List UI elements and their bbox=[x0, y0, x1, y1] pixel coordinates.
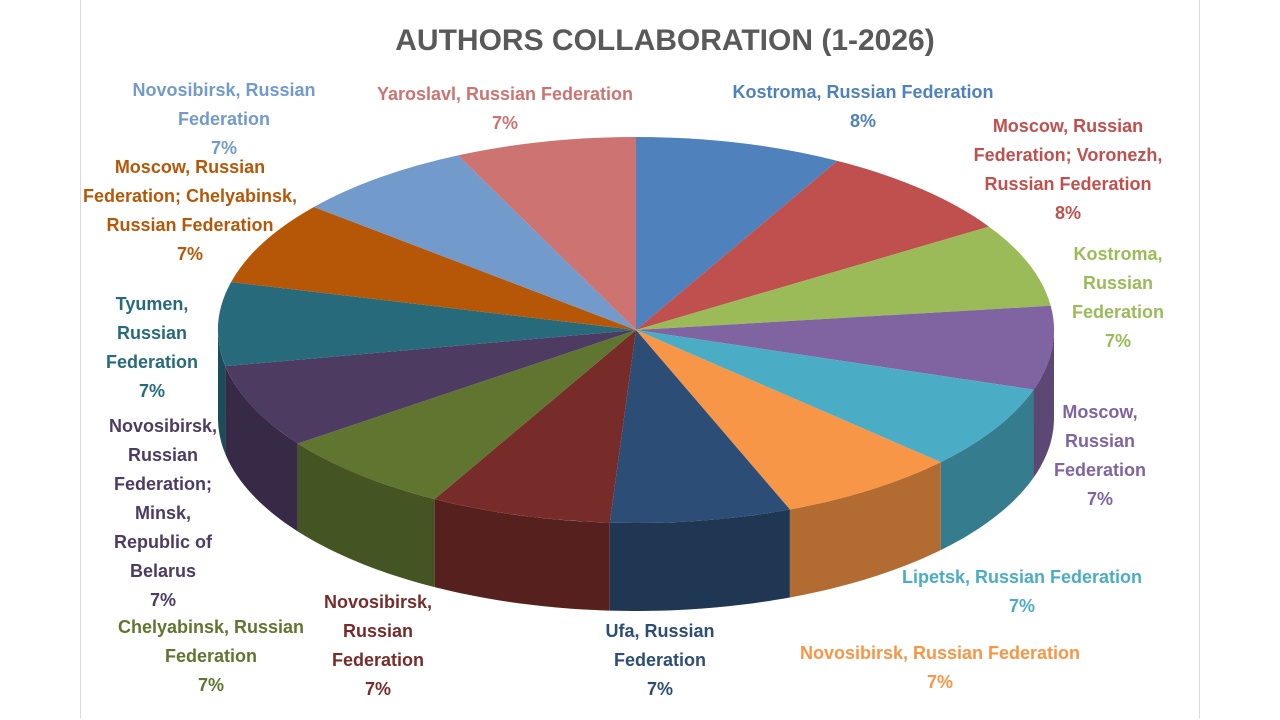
value-label: 7% bbox=[210, 138, 237, 158]
pie-slice-side bbox=[225, 366, 298, 532]
value-label: 7% bbox=[1008, 596, 1035, 616]
category-label: Ufa, Russian Federation bbox=[605, 621, 715, 670]
pie-slice bbox=[636, 305, 1054, 390]
category-label: Novosibirsk, Russian Federation bbox=[132, 80, 316, 129]
pie-slice bbox=[313, 155, 636, 330]
pie-slice bbox=[636, 160, 989, 330]
category-label: Novosibirsk, Russian Federation; Minsk, … bbox=[108, 416, 218, 581]
category-label: Yaroslavl, Russian Federation bbox=[376, 84, 634, 104]
pie-slice bbox=[297, 330, 636, 500]
slice-label: Novosibirsk, Russian Federation 7% bbox=[313, 588, 443, 704]
slice-label: Tyumen, Russian Federation 7% bbox=[92, 290, 212, 406]
pie-slice bbox=[636, 137, 838, 330]
pie-slice-side bbox=[297, 443, 435, 588]
pie-slice bbox=[218, 282, 636, 367]
pie-slice bbox=[609, 330, 790, 523]
slice-label: Yaroslavl, Russian Federation 7% bbox=[355, 80, 655, 138]
pie-slice-side bbox=[940, 389, 1034, 551]
category-label: Chelyabinsk, Russian Federation bbox=[117, 617, 305, 666]
pie-slice bbox=[636, 330, 941, 510]
pie-slice bbox=[636, 330, 1034, 463]
category-label: Kostroma, Russian Federation bbox=[732, 82, 994, 102]
slice-label: Novosibirsk, Russian Federation 7% bbox=[114, 76, 334, 163]
category-label: Moscow, Russian Federation; Voronezh, Ru… bbox=[973, 116, 1163, 194]
category-label: Tyumen, Russian Federation bbox=[105, 294, 198, 372]
category-label: Lipetsk, Russian Federation bbox=[901, 567, 1143, 587]
category-label: Novosibirsk, Russian Federation bbox=[323, 592, 433, 670]
value-label: 7% bbox=[364, 679, 391, 699]
slice-label: Chelyabinsk, Russian Federation 7% bbox=[111, 613, 311, 700]
slice-label: Moscow, Russian Federation 7% bbox=[1040, 398, 1160, 514]
value-label: 7% bbox=[1086, 489, 1113, 509]
category-label: Novosibirsk, Russian Federation bbox=[799, 643, 1081, 663]
slice-label: Novosibirsk, Russian Federation 7% bbox=[770, 639, 1110, 697]
pie-slice bbox=[434, 330, 636, 523]
value-label: 7% bbox=[1104, 331, 1131, 351]
value-label: 8% bbox=[849, 111, 876, 131]
slice-label: Lipetsk, Russian Federation 7% bbox=[872, 563, 1172, 621]
value-label: 7% bbox=[149, 590, 176, 610]
category-label: Moscow, Russian Federation; Chelyabinsk,… bbox=[82, 157, 298, 235]
pie-slice-side bbox=[434, 499, 610, 611]
category-label: Kostroma, Russian Federation bbox=[1071, 244, 1164, 322]
slice-label: Kostroma, Russian Federation 7% bbox=[1053, 240, 1183, 356]
value-label: 7% bbox=[646, 679, 673, 699]
slice-label: Kostroma, Russian Federation 8% bbox=[703, 78, 1023, 136]
value-label: 7% bbox=[491, 113, 518, 133]
value-label: 7% bbox=[138, 381, 165, 401]
slice-label: Novosibirsk, Russian Federation; Minsk, … bbox=[98, 412, 228, 615]
category-label: Moscow, Russian Federation bbox=[1053, 402, 1146, 480]
value-label: 7% bbox=[926, 672, 953, 692]
pie-slice bbox=[458, 137, 636, 330]
slice-label: Ufa, Russian Federation 7% bbox=[575, 617, 745, 704]
chart-title: AUTHORS COLLABORATION (1-2026) bbox=[395, 24, 935, 57]
slice-label: Moscow, Russian Federation; Chelyabinsk,… bbox=[80, 153, 300, 269]
pie-slice bbox=[636, 226, 1051, 330]
pie-slice-side bbox=[609, 509, 790, 611]
chart-frame bbox=[80, 0, 1200, 718]
pie-slice-side bbox=[1033, 330, 1054, 478]
value-label: 7% bbox=[176, 244, 203, 264]
slice-label: Moscow, Russian Federation; Voronezh, Ru… bbox=[953, 112, 1183, 228]
pie-slice bbox=[231, 206, 636, 330]
pie-slice-side bbox=[218, 330, 226, 455]
value-label: 8% bbox=[1054, 203, 1081, 223]
value-label: 7% bbox=[197, 675, 224, 695]
pie-slice bbox=[225, 330, 636, 444]
pie-slice-side bbox=[789, 462, 941, 598]
